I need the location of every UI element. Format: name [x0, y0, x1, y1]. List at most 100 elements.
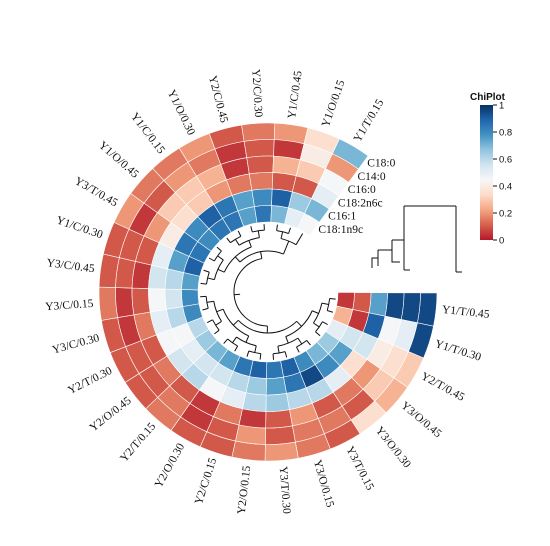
dendrogram-branch — [227, 338, 238, 347]
sample-label: Y2/O/0.45 — [88, 395, 134, 435]
dendrogram-branch — [232, 336, 237, 344]
sample-label: Y3/C/0.30 — [51, 332, 101, 356]
heatmap-cell — [181, 289, 200, 307]
dendrogram-branch — [248, 240, 252, 248]
ring-label: C18:1n9c — [318, 224, 363, 236]
legend-tick-label: 0.8 — [499, 128, 512, 139]
sample-label: Y2/O/0.30 — [153, 441, 188, 490]
heatmap-cell — [265, 409, 293, 429]
dendrogram — [200, 205, 462, 360]
dendrogram-branch — [234, 345, 239, 352]
dendrogram-branch — [206, 300, 214, 303]
dendrogram-branch — [223, 338, 228, 344]
dendrogram-branch — [280, 231, 284, 239]
dendrogram-branch — [208, 257, 215, 262]
dendrogram-branch — [257, 230, 260, 238]
sample-label: Y3/O/0.30 — [373, 425, 413, 471]
dendrogram-branch — [295, 233, 304, 245]
dendrogram-branch — [248, 350, 261, 355]
dendrogram-branch — [296, 320, 302, 327]
sample-label: Y3/O/0.45 — [398, 400, 443, 441]
heatmap-cell — [148, 264, 168, 290]
sample-label: Y3/O/0.15 — [311, 458, 336, 509]
legend-title: ChiPlot — [470, 92, 506, 103]
dendrogram-branch — [259, 353, 262, 360]
dendrogram-branch — [246, 350, 250, 357]
dendrogram-branch — [277, 337, 299, 347]
sample-label: Y1/C/0.45 — [286, 70, 305, 120]
sample-label: Y2/C/0.30 — [249, 69, 264, 118]
dendrogram-branch — [313, 322, 320, 328]
dendrogram-branch — [214, 329, 220, 335]
dendrogram-branch — [245, 335, 250, 343]
heatmap-cell — [264, 441, 299, 462]
dendrogram-branch — [297, 337, 303, 345]
dendrogram-branch — [283, 240, 290, 255]
ring-label: C16:0 — [348, 184, 376, 196]
dendrogram-branch — [237, 230, 242, 237]
heatmap-cell — [248, 172, 274, 191]
sample-label: Y1/O/0.30 — [165, 88, 197, 137]
dendrogram-branch — [206, 271, 210, 285]
sample-label: Y3/C/0.15 — [45, 298, 94, 313]
ring-label: C18:0 — [367, 158, 395, 170]
sample-label: Y1/T/0.30 — [433, 338, 482, 364]
sample-label: Y2/T/0.15 — [118, 420, 158, 464]
heatmap-cell — [254, 205, 272, 224]
heatmap-cell — [98, 286, 119, 321]
legend-tick-label: 0.4 — [499, 182, 512, 193]
dendrogram-branch — [233, 258, 268, 327]
heatmap-cell — [265, 392, 290, 412]
dendrogram-branch — [254, 345, 257, 353]
sample-label: Y1/O/0.15 — [320, 78, 348, 128]
dendrogram-branch — [216, 308, 224, 313]
heatmap-cells — [98, 122, 438, 462]
dendrogram-branch — [322, 321, 328, 326]
heatmap-cell — [246, 155, 274, 175]
legend-tick-label: 0 — [499, 236, 504, 247]
ring-label: C16:1 — [328, 211, 356, 223]
sample-label: Y2/O/0.15 — [236, 465, 254, 515]
dendrogram-branch — [284, 351, 288, 358]
dendrogram-branch — [391, 240, 400, 263]
dendrogram-branch — [321, 302, 329, 306]
dendrogram-branch — [212, 319, 220, 331]
dendrogram-branch — [217, 268, 225, 273]
dendrogram-branch — [215, 320, 222, 326]
dendrogram-branch — [252, 229, 265, 233]
dendrogram-branch — [205, 296, 209, 309]
heatmap-cell — [148, 288, 167, 313]
sample-label: Y1/T/0.15 — [352, 97, 387, 144]
heatmap-cell — [131, 287, 151, 316]
dendrogram-branch — [235, 238, 240, 246]
sample-label: Y2/T/0.45 — [419, 370, 467, 403]
sample-label: Y1/C/0.15 — [128, 111, 167, 157]
heatmap-cell — [115, 287, 135, 318]
sample-label: Y2/C/0.45 — [206, 74, 230, 124]
sample-label: Y3/T/0.30 — [277, 466, 293, 515]
ring-label: C14:0 — [357, 171, 385, 183]
sample-label: Y2/T/0.30 — [66, 365, 114, 397]
dendrogram-branch — [200, 282, 207, 285]
dendrogram-branch — [226, 237, 231, 244]
dendrogram-branch — [203, 269, 210, 273]
dendrogram-branch — [236, 336, 257, 347]
heatmap-cell — [384, 292, 405, 320]
dendrogram-branch — [277, 346, 280, 354]
sample-label: Y1/O/0.45 — [96, 139, 141, 180]
heatmap-cell — [243, 139, 275, 159]
heatmap-cell — [241, 122, 276, 142]
sample-label: Y3/T/0.45 — [72, 175, 119, 209]
dendrogram-branch — [250, 226, 253, 233]
color-legend: ChiPlot 0 0.2 0.4 0.6 0.8 1 — [470, 92, 512, 247]
sample-label: Y3/T/0.15 — [343, 445, 376, 493]
dendrogram-branch — [329, 297, 336, 300]
dendrogram-branch — [213, 250, 222, 262]
dendrogram-branch — [217, 255, 224, 261]
dendrogram-branch — [296, 346, 300, 353]
dendrogram-branch — [276, 224, 278, 231]
dendrogram-branch — [276, 230, 289, 234]
heatmap-cell — [266, 360, 284, 379]
